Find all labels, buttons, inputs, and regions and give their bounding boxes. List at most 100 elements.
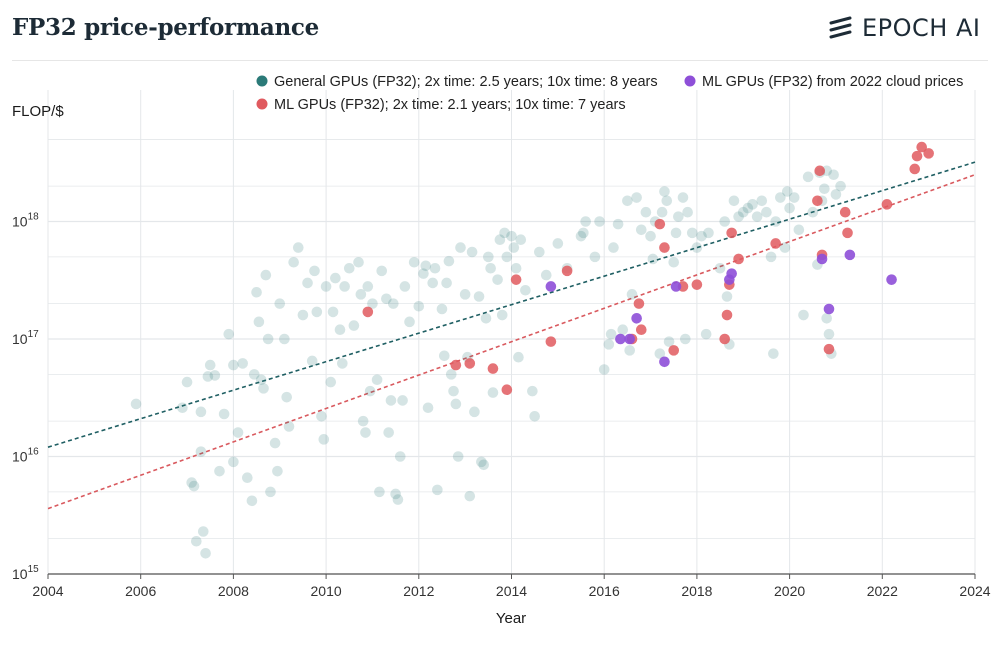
general-point [737, 206, 749, 218]
ml-point [633, 298, 645, 309]
general-point [779, 242, 791, 253]
brand-logo: EPOCH AI [828, 14, 980, 42]
general-point [835, 180, 846, 192]
ml-point [719, 333, 731, 345]
general-point [781, 186, 793, 197]
chart-grid [47, 90, 976, 575]
general-point [260, 269, 272, 281]
general-point [251, 286, 262, 298]
general-point [680, 333, 691, 345]
ml-point [911, 150, 923, 162]
x-tick-label: 2022 [867, 583, 898, 599]
general-point [656, 206, 668, 218]
y-tick-base: 10 [12, 449, 28, 465]
general-point [480, 313, 492, 324]
ml-point [654, 218, 666, 230]
general-point [751, 211, 763, 222]
general-point [663, 336, 675, 347]
general-point [288, 256, 299, 268]
general-point [223, 328, 235, 340]
general-point [534, 246, 545, 258]
general-point [494, 234, 506, 246]
general-point [327, 306, 339, 318]
general-point [700, 328, 712, 340]
general-point [756, 195, 768, 207]
ml-point [812, 195, 823, 207]
general-point [483, 251, 494, 263]
general-point [246, 495, 258, 507]
x-tick-label: 2012 [403, 583, 434, 599]
header-divider [12, 60, 988, 61]
y-tick-label: 1017 [12, 329, 39, 347]
data-points [130, 141, 934, 559]
x-tick-label: 2004 [32, 583, 63, 599]
general-point [188, 480, 200, 492]
ml-point [881, 199, 893, 210]
ml-trend-line [47, 173, 976, 510]
general-point [788, 192, 800, 203]
general-point [819, 183, 830, 195]
general-point [420, 260, 432, 272]
general-point [765, 251, 777, 263]
general-point [506, 230, 517, 242]
ml-point [464, 358, 476, 369]
ml-point [501, 384, 513, 396]
general-point [802, 171, 814, 183]
ml-point [450, 359, 462, 371]
general-point [598, 364, 610, 375]
general-point [770, 216, 781, 227]
general-point [297, 309, 309, 321]
general-point [302, 277, 313, 289]
general-point [775, 192, 786, 203]
general-point [733, 211, 744, 222]
general-point [283, 421, 295, 432]
general-point [721, 291, 733, 302]
general-point [348, 320, 360, 331]
general-point [527, 385, 538, 397]
general-point [575, 230, 587, 242]
general-point [429, 262, 441, 274]
general-point [255, 374, 267, 386]
ml-point [545, 336, 557, 347]
general-point [258, 383, 269, 394]
general-point [492, 274, 503, 285]
general-point [248, 369, 260, 380]
ml_cloud-point [545, 281, 557, 292]
chart-legend: ML GPUs (FP32) from 2022 cloud prices Gen… [256, 74, 963, 113]
ml-point [721, 309, 733, 321]
general-point [281, 391, 293, 403]
general-point [469, 406, 480, 418]
ml-point [770, 238, 781, 249]
general-point [476, 456, 487, 468]
general-point [436, 303, 448, 315]
general-point [376, 265, 388, 277]
general-point [654, 348, 666, 359]
general-point [677, 192, 689, 203]
ml-legend-marker [256, 98, 268, 110]
general-point [513, 351, 524, 363]
general-point [355, 289, 367, 300]
general-point [464, 490, 476, 502]
general-point [388, 298, 399, 309]
general-point [381, 293, 392, 305]
general-point [237, 358, 248, 369]
x-tick-label: 2006 [125, 583, 156, 599]
general-point [385, 395, 397, 406]
general-point [360, 427, 371, 438]
general-point [578, 227, 589, 239]
general-point [714, 262, 726, 274]
general-point [686, 227, 698, 239]
ml-point [487, 363, 499, 374]
general-point [197, 526, 209, 537]
general-point [784, 202, 795, 214]
general-point [214, 465, 225, 477]
general-point [626, 289, 638, 300]
general-point [668, 256, 680, 268]
ml-point [362, 306, 374, 318]
general-point [496, 309, 508, 321]
general-point [228, 456, 239, 468]
ml-legend-label: ML GPUs (FP32); 2x time: 2.1 years; 10x … [274, 97, 626, 113]
general-point [487, 387, 499, 398]
general-point [371, 374, 383, 386]
y-tick-label: 1018 [12, 212, 39, 230]
